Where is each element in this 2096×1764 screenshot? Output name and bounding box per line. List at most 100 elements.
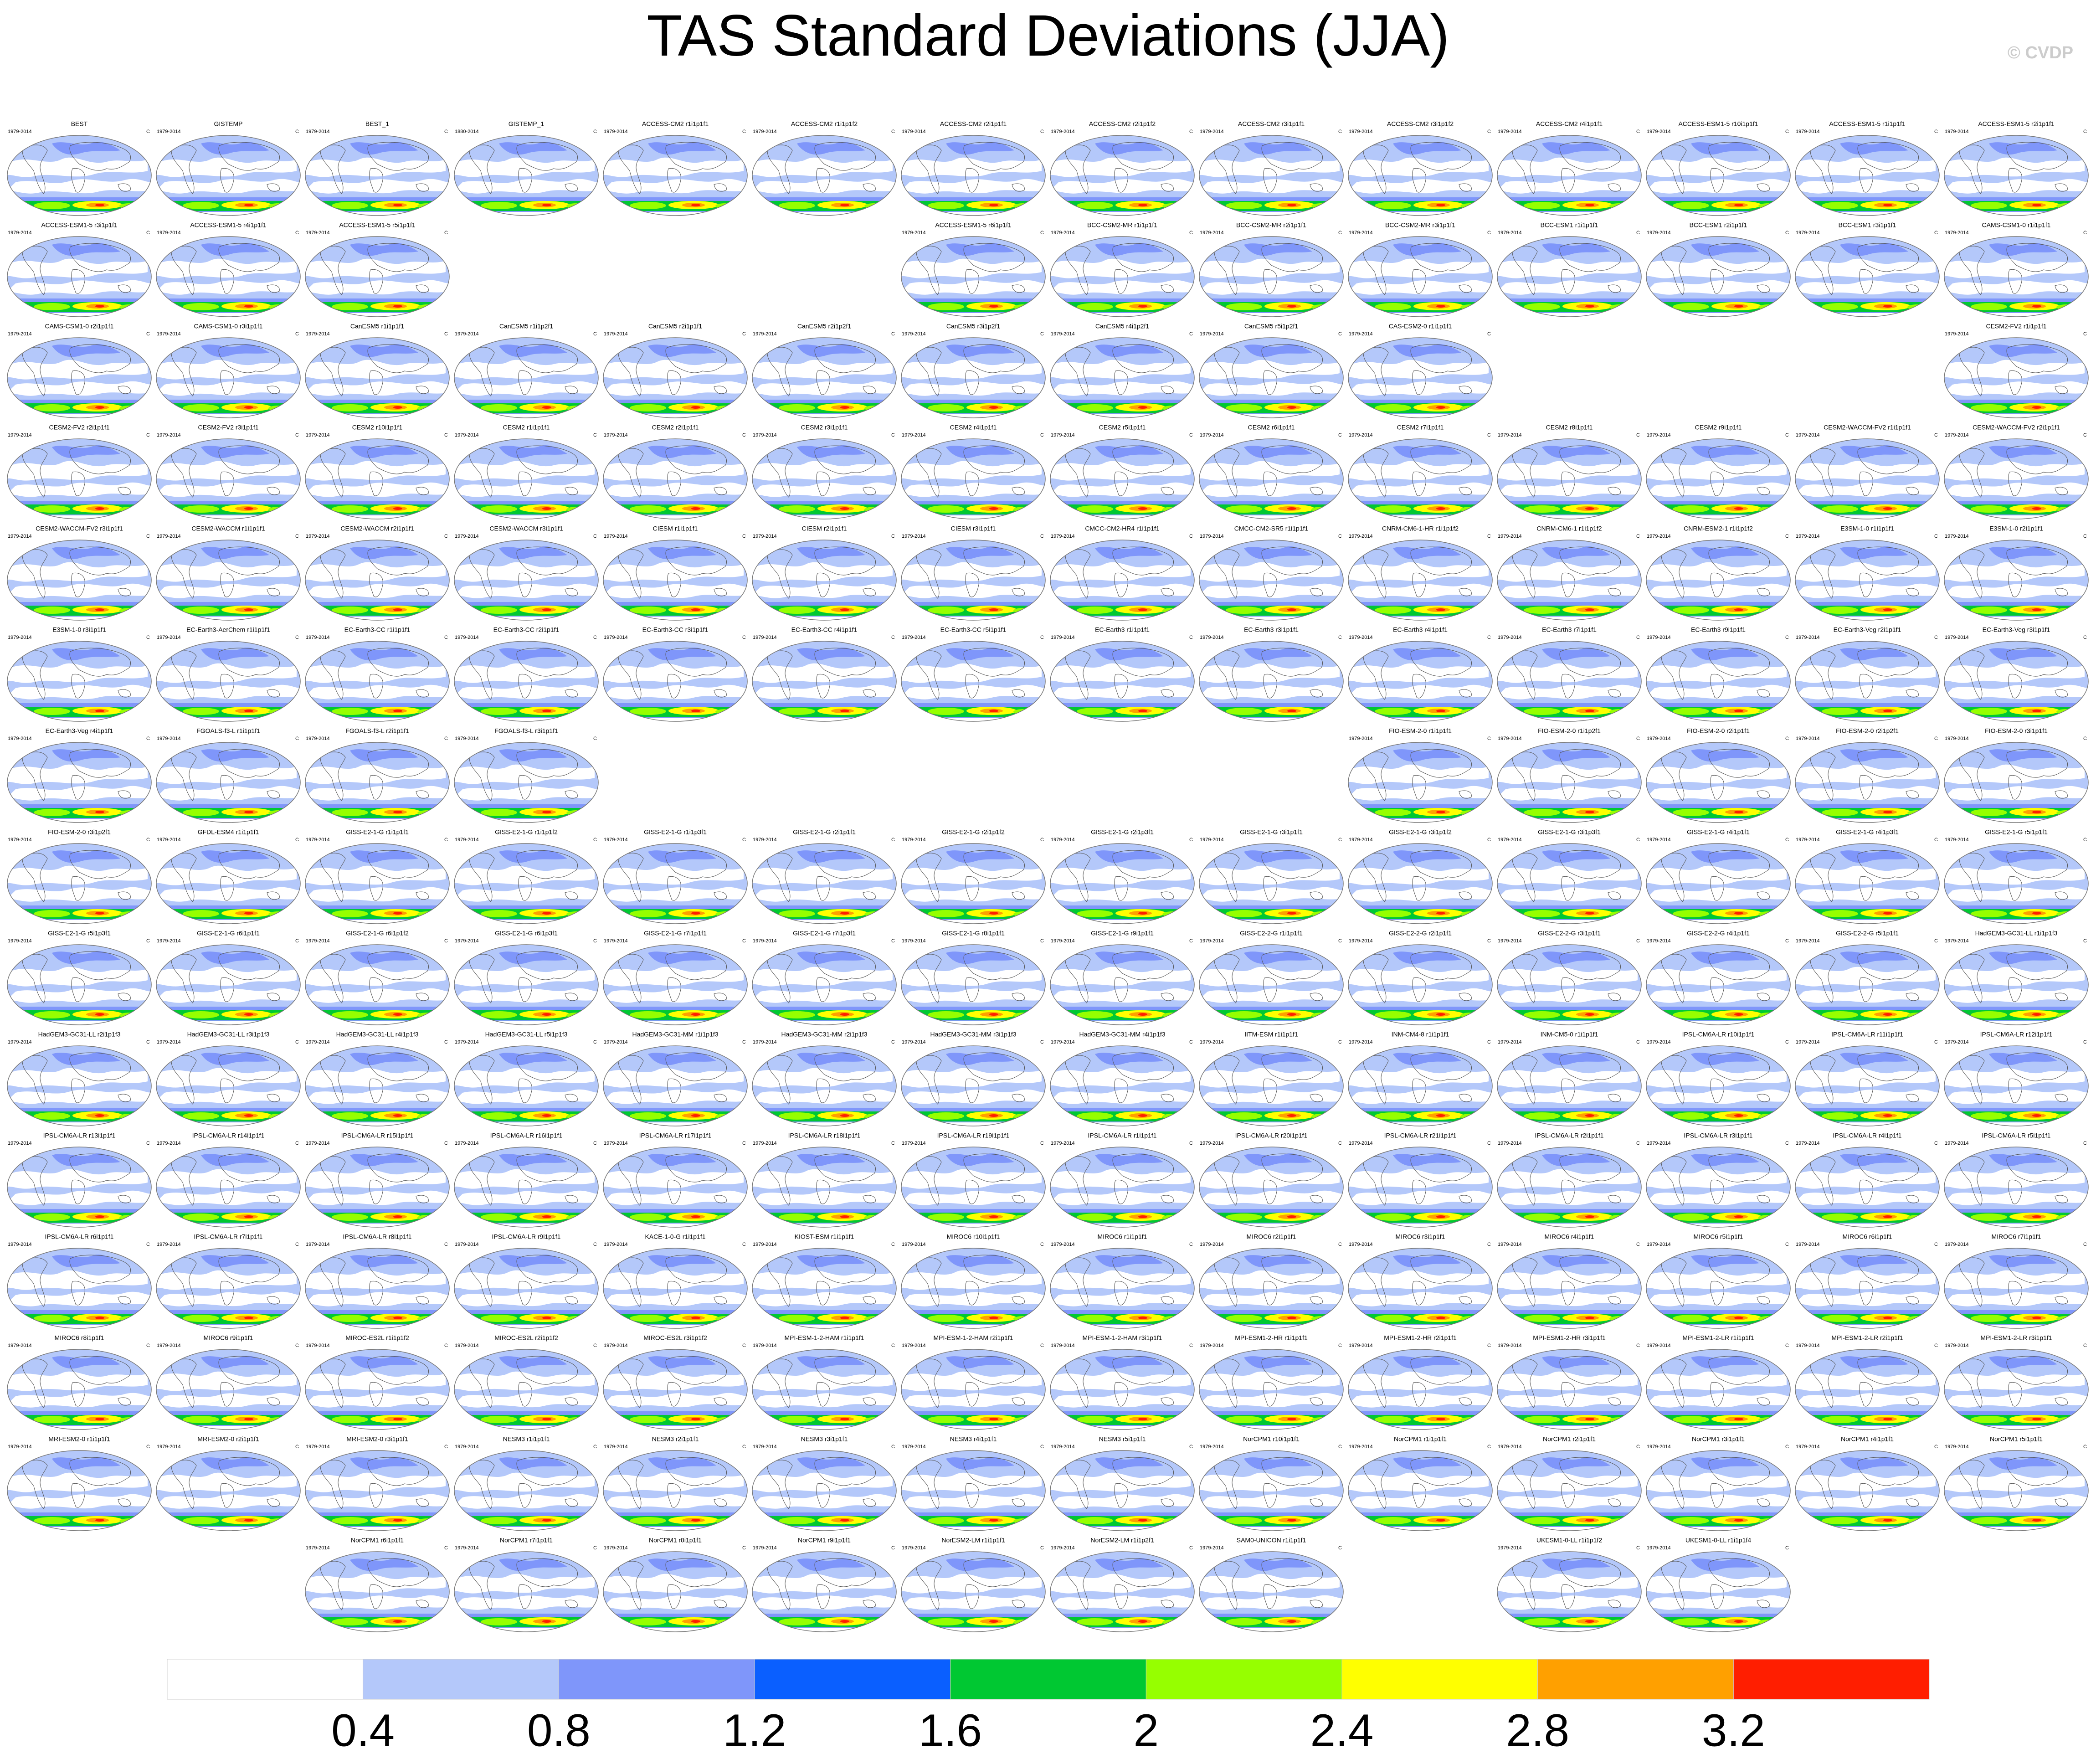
- panel-title: CanESM5 r5i1p2f1: [1244, 323, 1299, 330]
- map: [1943, 438, 2089, 520]
- panel-units: C: [1338, 432, 1342, 438]
- panel-title: ACCESS-CM2 r1i1p1f1: [642, 120, 709, 128]
- map-panel: IPSL-CM6A-LR r20i1p1f1 1979-2014 C: [1198, 1132, 1344, 1228]
- panel-title: MRI-ESM2-0 r1i1p1f1: [48, 1435, 110, 1443]
- panel-units: C: [1040, 230, 1044, 236]
- panel-units: C: [1189, 1242, 1193, 1247]
- panel-title: EC-Earth3 r4i1p1f1: [1393, 626, 1448, 633]
- panel-period: 1979-2014: [1349, 1141, 1373, 1146]
- panel-period: 1979-2014: [1349, 1343, 1373, 1348]
- panel-title: NESM3 r5i1p1f1: [1099, 1435, 1146, 1443]
- map-panel: GISS-E2-1-G r5i1p1f1 1979-2014 C: [1943, 828, 2089, 925]
- panel-units: C: [1189, 1444, 1193, 1450]
- panel-units: C: [742, 1444, 746, 1450]
- panel-period: 1979-2014: [1498, 432, 1522, 438]
- map-panel: CESM2-WACCM r2i1p1f1 1979-2014 C: [304, 525, 450, 621]
- map: [1943, 640, 2089, 722]
- panel-units: C: [1338, 1444, 1342, 1450]
- map: [1198, 438, 1344, 520]
- panel-title: EC-Earth3-Veg r3i1p1f1: [1983, 626, 2050, 633]
- panel-period: 1979-2014: [1647, 938, 1671, 944]
- panel-units: C: [2083, 1343, 2087, 1348]
- panel-period: 1979-2014: [1945, 534, 1969, 539]
- panel-units: C: [1487, 331, 1491, 337]
- panel-title: IPSL-CM6A-LR r20i1p1f1: [1235, 1132, 1308, 1139]
- map-panel: MIROC6 r7i1p1f1 1979-2014 C: [1943, 1233, 2089, 1329]
- panel-units: C: [1338, 230, 1342, 236]
- panel-period: 1979-2014: [1200, 635, 1224, 640]
- panel-period: 1979-2014: [1051, 331, 1075, 337]
- panel-period: 1979-2014: [1945, 1242, 1969, 1247]
- panel-title: GISS-E2-1-G r9i1p1f1: [1091, 930, 1154, 937]
- panel-units: C: [295, 1242, 299, 1247]
- panel-units: C: [742, 837, 746, 843]
- map-panel: IPSL-CM6A-LR r6i1p1f1 1979-2014 C: [6, 1233, 152, 1329]
- panel-title: BCC-CSM2-MR r2i1p1f1: [1236, 221, 1306, 229]
- map: [1049, 1551, 1195, 1633]
- map: [155, 1247, 301, 1329]
- map-panel: FGOALS-f3-L r2i1p1f1 1979-2014 C: [304, 727, 450, 823]
- panel-units: C: [2083, 534, 2087, 539]
- map-panel: IPSL-CM6A-LR r18i1p1f1 1979-2014 C: [751, 1132, 897, 1228]
- panel-period: 1979-2014: [8, 1444, 32, 1450]
- panel-title: MIROC6 r7i1p1f1: [1992, 1233, 2041, 1240]
- map-panel: MPI-ESM1-2-HR r1i1p1f1 1979-2014 C: [1198, 1334, 1344, 1430]
- map-panel: GISS-E2-1-G r1i1p3f1 1979-2014 C: [602, 828, 748, 925]
- map: [1198, 337, 1344, 419]
- map: [602, 438, 748, 520]
- panel-units: C: [1040, 635, 1044, 640]
- map-panel: ACCESS-CM2 r4i1p1f1 1979-2014 C: [1496, 120, 1642, 216]
- panel-period: 1979-2014: [455, 938, 479, 944]
- map-panel: GISS-E2-1-G r5i1p3f1 1979-2014 C: [6, 930, 152, 1026]
- panel-title: EC-Earth3-CC r3i1p1f1: [642, 626, 709, 633]
- map: [1943, 843, 2089, 925]
- panel-period: 1979-2014: [902, 230, 926, 236]
- map-panel: CESM2-FV2 r2i1p1f1 1979-2014 C: [6, 424, 152, 520]
- panel-units: C: [742, 1242, 746, 1247]
- panel-title: MRI-ESM2-0 r2i1p1f1: [197, 1435, 259, 1443]
- panel-title: MIROC6 r2i1p1f1: [1247, 1233, 1296, 1240]
- map: [1198, 1146, 1344, 1228]
- map: [1347, 539, 1493, 621]
- panel-units: C: [1040, 1039, 1044, 1045]
- map-panel: MRI-ESM2-0 r2i1p1f1 1979-2014 C: [155, 1435, 301, 1532]
- panel-units: C: [295, 1141, 299, 1146]
- panel-period: 1979-2014: [1647, 129, 1671, 134]
- panel-title: CESM2 r5i1p1f1: [1099, 424, 1146, 431]
- panel-units: C: [1487, 432, 1491, 438]
- map-panel: GISS-E2-2-G r3i1p1f1 1979-2014 C: [1496, 930, 1642, 1026]
- map: [751, 134, 897, 216]
- panel-units: C: [1189, 432, 1193, 438]
- panel-period: 1979-2014: [604, 1242, 628, 1247]
- panel-title: FIO-ESM-2-0 r3i1p2f1: [48, 828, 111, 836]
- panel-title: E3SM-1-0 r1i1p1f1: [1840, 525, 1894, 532]
- map-panel: ACCESS-CM2 r2i1p1f1 1979-2014 C: [900, 120, 1046, 216]
- panel-period: 1880-2014: [455, 129, 479, 134]
- panel-title: NESM3 r1i1p1f1: [503, 1435, 550, 1443]
- panel-units: C: [1338, 938, 1342, 944]
- map-panel: NorCPM1 r9i1p1f1 1979-2014 C: [751, 1537, 897, 1633]
- map-panel: NorCPM1 r5i1p1f1 1979-2014 C: [1943, 1435, 2089, 1532]
- panel-title: IPSL-CM6A-LR r5i1p1f1: [1982, 1132, 2051, 1139]
- panel-title: IPSL-CM6A-LR r11i1p1f1: [1831, 1031, 1903, 1038]
- map: [751, 1348, 897, 1430]
- map: [1198, 1348, 1344, 1430]
- colorbar-box: [1537, 1659, 1734, 1700]
- panel-units: C: [891, 938, 895, 944]
- map-panel: CanESM5 r3i1p2f1 1979-2014 C: [900, 323, 1046, 419]
- panel-units: C: [1487, 1039, 1491, 1045]
- map-panel: FIO-ESM-2-0 r3i1p1f1 1979-2014 C: [1943, 727, 2089, 823]
- panel-period: 1979-2014: [1200, 938, 1224, 944]
- map: [900, 944, 1046, 1026]
- map: [900, 843, 1046, 925]
- panel-units: C: [1636, 1242, 1640, 1247]
- colorbar-box: [754, 1659, 951, 1700]
- panel-title: CESM2 r1i1p1f1: [503, 424, 550, 431]
- panel-period: 1979-2014: [1647, 1343, 1671, 1348]
- map: [155, 337, 301, 419]
- map-panel: ACCESS-ESM1-5 r2i1p1f1 1979-2014 C: [1943, 120, 2089, 216]
- panel-title: MPI-ESM1-2-LR r3i1p1f1: [1980, 1334, 2052, 1342]
- panel-period: 1979-2014: [1796, 1141, 1820, 1146]
- panel-units: C: [1487, 1343, 1491, 1348]
- map-panel: ACCESS-ESM1-5 r10i1p1f1 1979-2014 C: [1645, 120, 1791, 216]
